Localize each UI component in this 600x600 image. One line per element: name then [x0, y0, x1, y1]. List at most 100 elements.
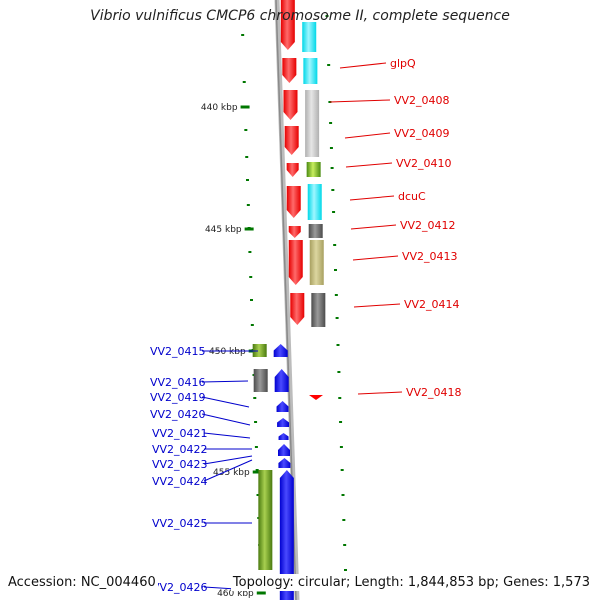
map-title: Vibrio vulnificus CMCP6 chromosome II, c…	[90, 8, 510, 24]
tick-mark	[246, 204, 250, 206]
forward-gene-label: glpQ	[390, 57, 416, 70]
scale-tick-label: 455 kbp	[213, 468, 250, 478]
forward-gene-arrow	[290, 293, 305, 325]
tick-mark	[245, 156, 249, 158]
forward-gene-label: dcuC	[398, 190, 426, 203]
tick-mark	[335, 317, 339, 319]
gene-feature-bar	[305, 90, 320, 157]
gene-feature-bar	[303, 58, 318, 84]
genome-summary-text: Topology: circular; Length: 1,844,853 bp…	[230, 574, 592, 591]
forward-gene-arrow	[284, 126, 299, 155]
tick-mark	[241, 34, 245, 36]
forward-gene-leader	[353, 303, 401, 308]
tick-mark	[250, 324, 254, 326]
tick-mark	[248, 251, 252, 253]
gene-feature-bar	[306, 162, 321, 177]
reverse-gene-label: VV2_0425	[152, 517, 208, 530]
forward-gene-leader	[345, 162, 393, 168]
scale-tick	[256, 591, 266, 595]
tick-mark	[328, 101, 332, 103]
forward-gene-arrow	[286, 163, 299, 177]
tick-mark	[246, 179, 249, 181]
reverse-gene-label: VV2_0422	[152, 443, 208, 456]
tick-mark	[250, 299, 253, 301]
tick-mark	[336, 344, 340, 346]
gene-feature-bar	[311, 293, 326, 327]
reverse-gene-label: VV2_0415	[150, 345, 206, 358]
tick-mark	[337, 371, 341, 373]
tick-mark	[325, 15, 329, 17]
reverse-gene-arrow	[274, 369, 289, 392]
forward-gene-label: VV2_0410	[396, 157, 452, 170]
tick-mark	[331, 189, 335, 191]
tick-mark	[332, 211, 336, 213]
reverse-gene-label: VV2_0421	[152, 427, 208, 440]
tick-mark	[333, 244, 337, 246]
tick-mark	[329, 122, 333, 124]
tick-mark	[249, 276, 253, 278]
reverse-gene-label: VV2_0424	[152, 475, 208, 488]
reverse-gene-label: VV2_0419	[150, 391, 206, 404]
scale-tick	[240, 105, 250, 109]
reverse-gene-label: VV2_0416	[150, 376, 206, 389]
tick-mark	[334, 269, 337, 271]
tick-mark	[327, 64, 331, 66]
tick-mark	[339, 421, 343, 423]
tick-mark	[253, 397, 257, 399]
forward-gene-label: VV2_0414	[404, 298, 460, 311]
tick-mark	[242, 81, 246, 83]
accession-text: Accession: NC_004460	[6, 574, 158, 591]
reverse-gene-arrow	[278, 433, 289, 440]
reverse-gene-label: VV2_0426	[152, 581, 208, 594]
tick-mark	[330, 167, 334, 169]
tick-mark	[254, 446, 258, 448]
tick-mark	[344, 569, 347, 571]
tick-mark	[334, 294, 338, 296]
forward-gene-leader	[357, 391, 403, 395]
reverse-gene-leader	[203, 459, 253, 482]
tick-mark	[329, 147, 333, 149]
forward-gene-arrow	[283, 90, 298, 120]
forward-gene-leader	[344, 132, 391, 139]
forward-gene-arrow	[288, 240, 303, 285]
reverse-gene-arrow	[277, 418, 290, 427]
gene-feature-bar	[258, 470, 273, 570]
reverse-gene-arrow	[279, 470, 294, 600]
forward-gene-label: VV2_0413	[402, 250, 458, 263]
tick-mark	[342, 519, 346, 521]
tick-mark	[255, 469, 259, 471]
forward-gene-leader	[339, 62, 387, 69]
forward-gene-label: VV2_0412	[400, 219, 456, 232]
reverse-gene-arrow	[278, 458, 291, 468]
forward-gene-arrow	[286, 186, 301, 218]
forward-gene-label: VV2_0418	[406, 386, 462, 399]
reverse-gene-leader	[201, 380, 249, 383]
forward-gene-arrow	[280, 0, 295, 50]
forward-gene-leader	[350, 224, 397, 230]
gene-marker	[309, 395, 323, 400]
gene-feature-bar	[309, 240, 324, 285]
gene-feature-bar	[252, 344, 267, 357]
scale-tick-label: 440 kbp	[201, 103, 238, 113]
forward-gene-leader	[329, 99, 391, 103]
tick-mark	[338, 397, 342, 399]
reverse-gene-arrow	[273, 344, 288, 357]
forward-gene-arrow	[288, 226, 301, 238]
reverse-gene-arrow	[276, 401, 289, 412]
reverse-gene-label: VV2_0423	[152, 458, 208, 471]
forward-gene-label: VV2_0408	[394, 94, 450, 107]
forward-gene-label: VV2_0409	[394, 127, 450, 140]
gene-feature-bar	[307, 184, 322, 220]
reverse-gene-arrow	[278, 444, 290, 456]
tick-mark	[343, 544, 347, 546]
gene-feature-bar	[308, 224, 323, 238]
scale-tick-label: 450 kbp	[209, 347, 246, 357]
gene-feature-bar	[302, 22, 317, 52]
forward-gene-leader	[352, 255, 399, 261]
reverse-gene-leader	[201, 413, 251, 426]
tick-mark	[244, 129, 248, 131]
scale-tick	[252, 470, 262, 474]
scale-tick	[244, 227, 254, 231]
